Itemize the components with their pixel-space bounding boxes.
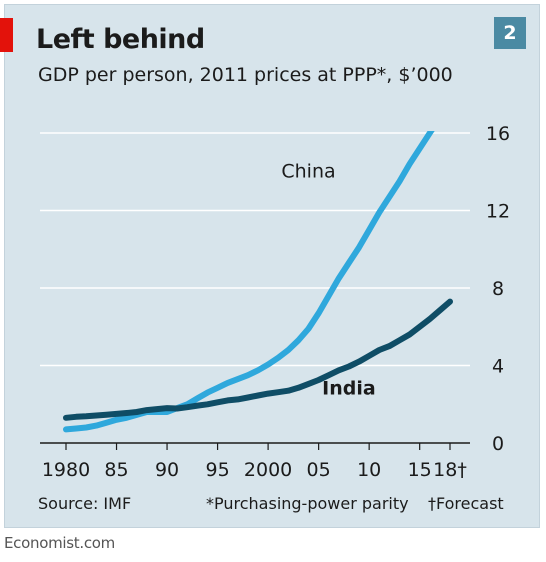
x-tick-label: 10 <box>357 459 381 481</box>
x-tick-label: 18† <box>433 459 467 481</box>
x-tick-label: 85 <box>104 459 128 481</box>
x-tick-label: 1980 <box>42 459 90 481</box>
y-tick-label: 4 <box>492 356 504 378</box>
chart-title: Left behind <box>36 24 205 55</box>
red-corner-tag <box>0 18 13 52</box>
ppp-footnote: *Purchasing-power parity <box>206 494 409 513</box>
y-tick-label: 12 <box>486 201 510 223</box>
x-tick-label: 95 <box>205 459 229 481</box>
chart-card <box>4 4 540 528</box>
chart-number-badge: 2 <box>494 17 526 49</box>
source-note: Source: IMF <box>38 494 132 513</box>
series-label-china: China <box>281 161 335 183</box>
x-tick-label: 05 <box>307 459 331 481</box>
series-label-india: India <box>322 378 376 400</box>
x-tick-label: 2000 <box>244 459 292 481</box>
y-tick-label: 16 <box>486 123 510 145</box>
brand-logo: Economist.com <box>4 534 115 552</box>
y-tick-label: 0 <box>492 433 504 455</box>
x-tick-label: 90 <box>155 459 179 481</box>
forecast-footnote: †Forecast <box>428 494 504 513</box>
chart-subtitle: GDP per person, 2011 prices at PPP*, $’0… <box>38 64 453 86</box>
x-tick-label: 15 <box>408 459 432 481</box>
y-tick-label: 8 <box>492 278 504 300</box>
series-line-china <box>63 131 435 433</box>
series-line-india <box>63 298 453 421</box>
